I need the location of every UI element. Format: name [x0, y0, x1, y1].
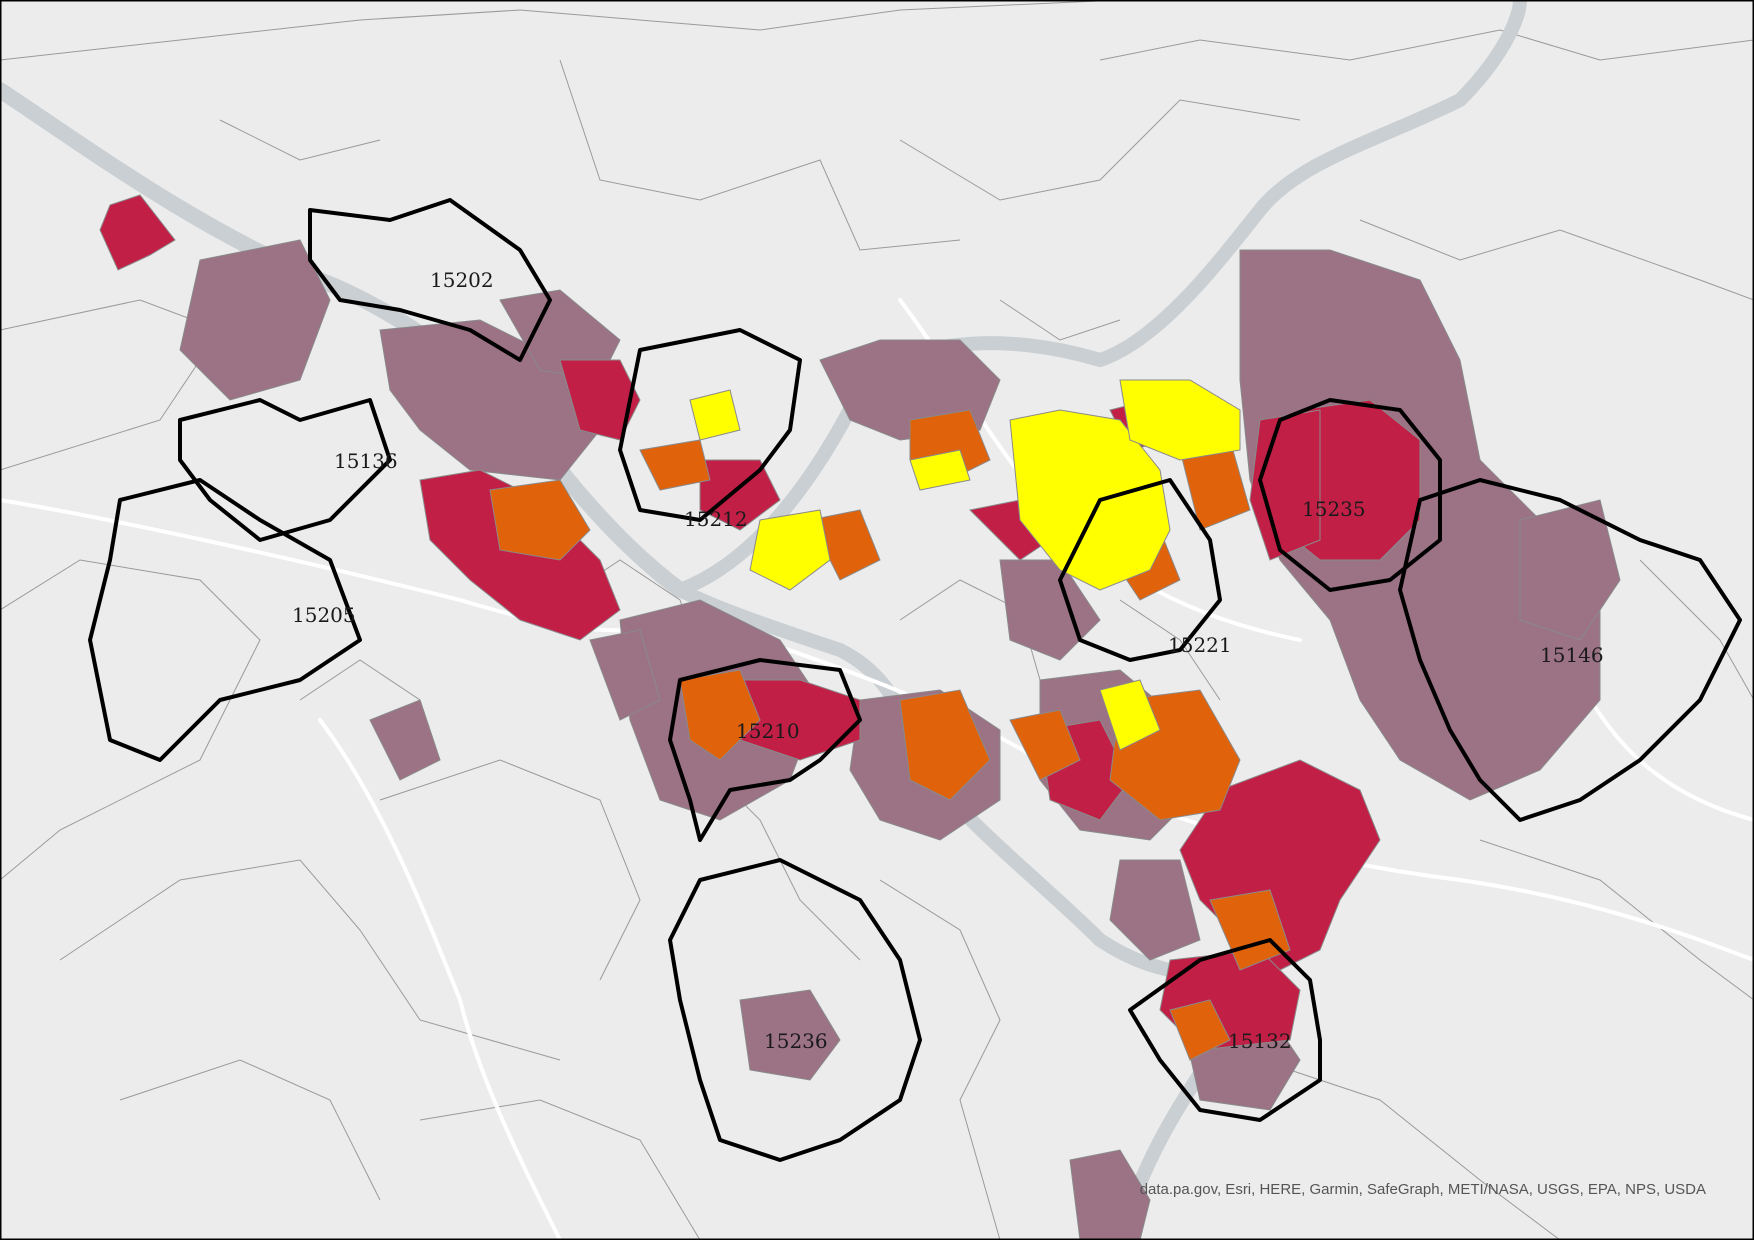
zip-label-15205: 15205 [292, 603, 356, 627]
zip-label-15221: 15221 [1168, 633, 1232, 657]
map-attribution: data.pa.gov, Esri, HERE, Garmin, SafeGra… [1139, 1181, 1706, 1198]
zip-label-15236: 15236 [764, 1029, 828, 1053]
zip-boundaries [88, 198, 1742, 1162]
zip-label-15136: 15136 [334, 449, 398, 473]
zip-label-15146: 15146 [1540, 643, 1604, 667]
zip-label-15210: 15210 [736, 719, 800, 743]
zip-label-15235: 15235 [1302, 497, 1366, 521]
zip-labels: 15202 15136 15212 15205 15210 15235 1522… [292, 268, 1604, 1053]
zip-label-15212: 15212 [684, 507, 748, 531]
zip-label-15202: 15202 [430, 268, 494, 292]
class-1-tracts [689, 379, 1241, 751]
zip-label-15132: 15132 [1228, 1029, 1292, 1053]
